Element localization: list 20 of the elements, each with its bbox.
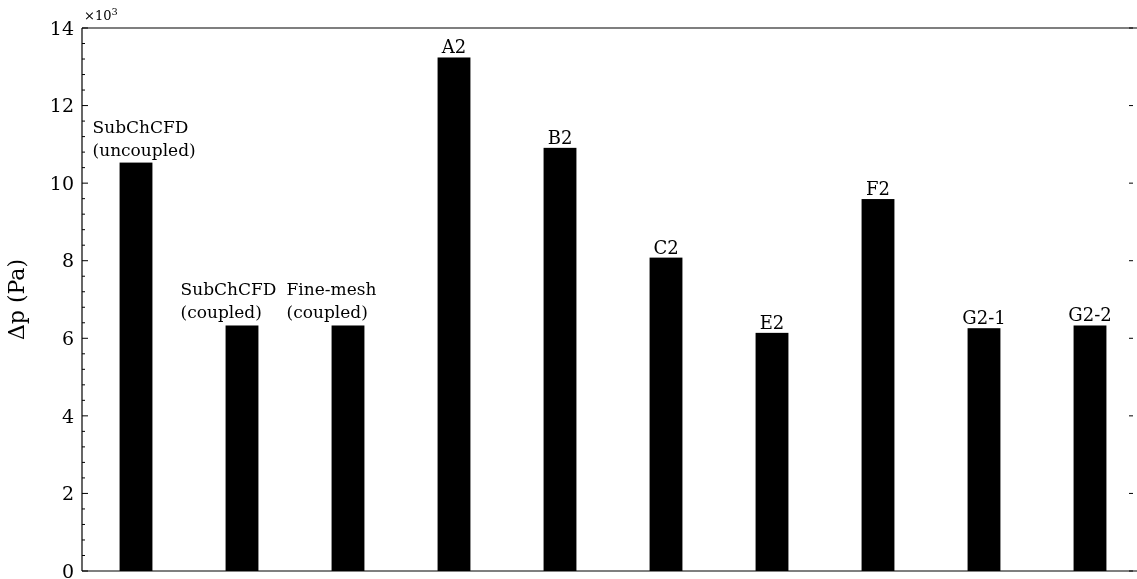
x-tick-label: G2-2 [1068, 304, 1112, 326]
x-tick-label: A2 [440, 36, 467, 58]
x-tick-label: B2 [547, 126, 573, 148]
x-tick-label: Fine-mesh (coupled) [286, 279, 377, 323]
y-axis-title: Δp (Pa) [4, 258, 29, 341]
x-tick-label: E2 [759, 311, 785, 333]
y-tick-label: 0 [61, 559, 74, 579]
x-tick-label: SubChCFD (uncoupled) [92, 116, 196, 160]
y-tick-label: 2 [61, 482, 74, 505]
y-tick-label: 10 [49, 171, 74, 194]
y-tick-label: 12 [49, 94, 74, 117]
y-tick-label: 14 [49, 16, 74, 39]
x-tick-label: SubChCFD (coupled) [180, 279, 277, 323]
x-tick-label: G2-1 [962, 307, 1006, 329]
y-tick-label: 8 [61, 249, 74, 272]
y-tick-label: 6 [61, 326, 74, 349]
x-tick-label: C2 [653, 236, 679, 258]
x-tick-label: F2 [866, 178, 890, 200]
y-tick-label: 4 [61, 404, 74, 427]
text: ×10$^{3}$ [84, 5, 118, 23]
